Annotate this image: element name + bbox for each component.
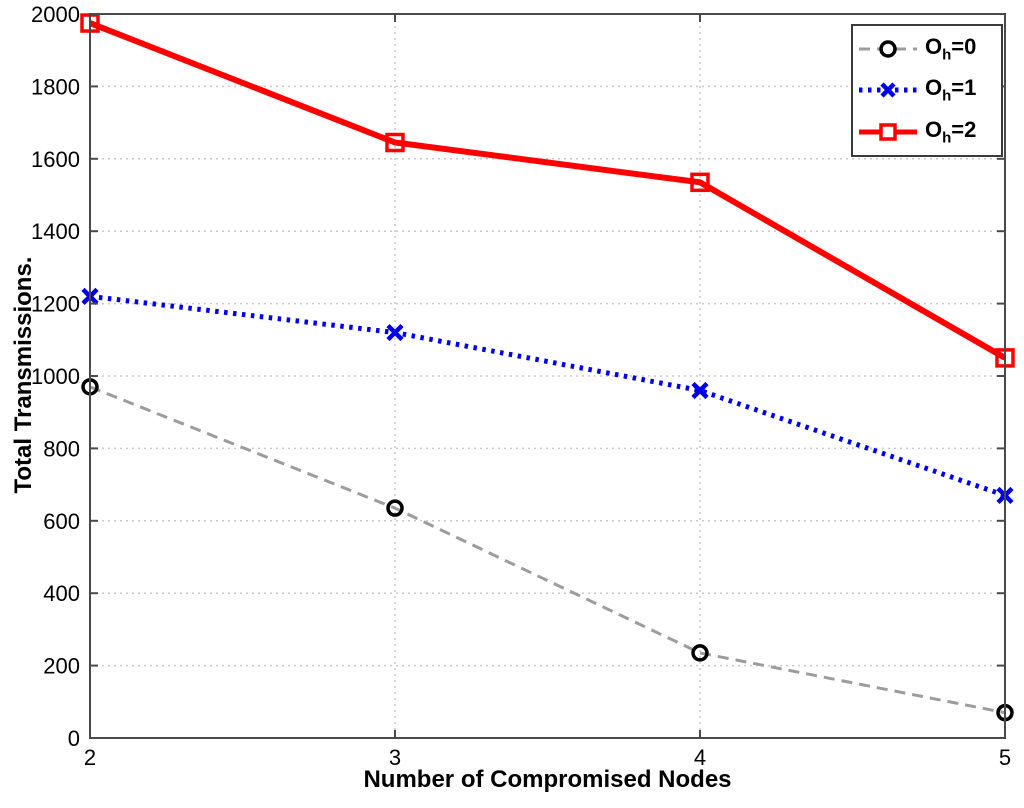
legend-sample [859, 123, 917, 141]
legend: Oh=0 Oh=1 Oh=2 [851, 24, 1003, 157]
y-tick-label: 1400 [31, 219, 80, 244]
y-axis-label: Total Transmissions. [10, 256, 37, 494]
legend-label: Oh=0 [925, 33, 977, 64]
series-line-Oh=0 [89, 385, 1006, 715]
series-line-Oh=1 [89, 293, 1006, 498]
series-line-Oh=2 [88, 20, 1007, 361]
legend-entry-Oh=1: Oh=1 [857, 75, 997, 105]
y-tick-label: 1600 [31, 147, 80, 172]
x-tick-label: 5 [999, 745, 1011, 770]
y-tick-label: 0 [68, 726, 80, 751]
y-tick-label: 600 [43, 509, 80, 534]
x-tick-label: 2 [84, 745, 96, 770]
legend-sample [859, 40, 917, 58]
x-tick-label: 4 [694, 745, 706, 770]
marker-x [691, 381, 709, 400]
legend-sample [859, 82, 917, 99]
y-tick-label: 1000 [31, 364, 80, 389]
marker-x [386, 323, 404, 342]
marker-square [385, 132, 405, 153]
x-tick-label: 3 [389, 745, 401, 770]
marker-circle [386, 499, 404, 517]
y-tick-label: 800 [43, 436, 80, 461]
y-tick-label: 1800 [31, 74, 80, 99]
y-tick-label: 1200 [31, 292, 80, 317]
legend-label: Oh=2 [925, 116, 977, 147]
legend-label: Oh=1 [925, 75, 977, 105]
marker-circle [691, 644, 709, 662]
y-tick-label: 400 [43, 581, 80, 606]
marker-square [690, 172, 710, 193]
legend-entry-Oh=0: Oh=0 [857, 33, 997, 64]
legend-entry-Oh=2: Oh=2 [857, 116, 997, 147]
y-tick-label: 2000 [31, 2, 80, 27]
y-tick-label: 200 [43, 654, 80, 679]
x-axis-label: Number of Compromised Nodes [363, 766, 732, 793]
